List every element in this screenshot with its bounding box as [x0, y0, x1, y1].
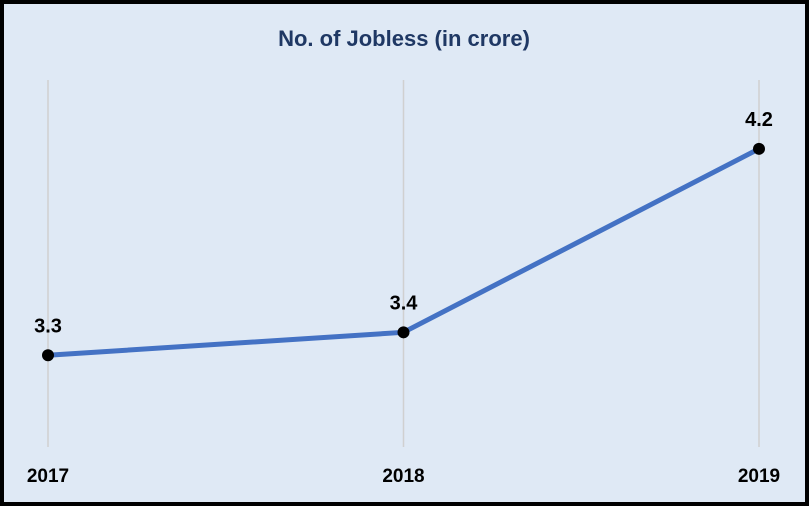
data-label: 4.2	[745, 109, 773, 131]
x-tick-label: 2017	[27, 466, 69, 487]
x-tick-label: 2019	[738, 466, 780, 487]
data-point	[753, 142, 765, 155]
data-point	[42, 349, 54, 362]
data-label: 3.3	[34, 316, 62, 338]
data-label: 3.4	[390, 293, 419, 315]
x-tick-label: 2018	[382, 466, 424, 487]
chart-title: No. of Jobless (in crore)	[278, 26, 530, 51]
data-point	[397, 326, 410, 339]
